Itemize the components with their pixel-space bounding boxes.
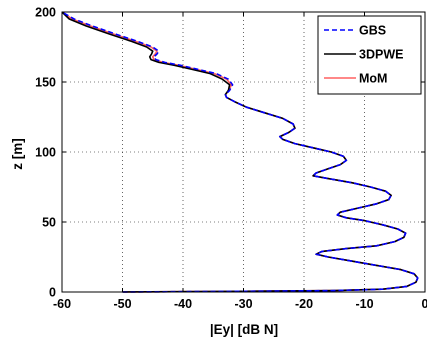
legend: GBS 3DPWE MoM	[317, 15, 422, 95]
y-tick-label: 100	[35, 146, 56, 160]
x-tick-label: -10	[355, 297, 373, 311]
x-tick-label: -60	[53, 297, 71, 311]
plot-series	[61, 11, 419, 293]
x-tick-label: -40	[174, 297, 192, 311]
grid	[62, 12, 425, 292]
y-tick-label: 0	[49, 286, 56, 300]
y-axis-label: z [m]	[10, 138, 25, 170]
legend-label: 3DPWE	[359, 48, 403, 62]
y-axis-ticks: 0 50 100 150 200	[35, 6, 425, 300]
x-axis-label: |Ey| [dB N]	[210, 322, 278, 337]
series-line-gbs	[61, 11, 419, 293]
y-tick-label: 200	[35, 6, 56, 20]
y-tick-label: 150	[35, 76, 56, 90]
x-tick-label: 0	[422, 297, 427, 311]
legend-box	[317, 15, 422, 95]
x-tick-label: -20	[295, 297, 313, 311]
y-tick-label: 50	[42, 216, 56, 230]
x-tick-label: -30	[234, 297, 252, 311]
legend-label: MoM	[359, 72, 387, 86]
x-axis-ticks: -60 -50 -40 -30 -20 -10 0	[53, 12, 427, 311]
legend-label: GBS	[359, 24, 386, 38]
x-tick-label: -50	[113, 297, 131, 311]
